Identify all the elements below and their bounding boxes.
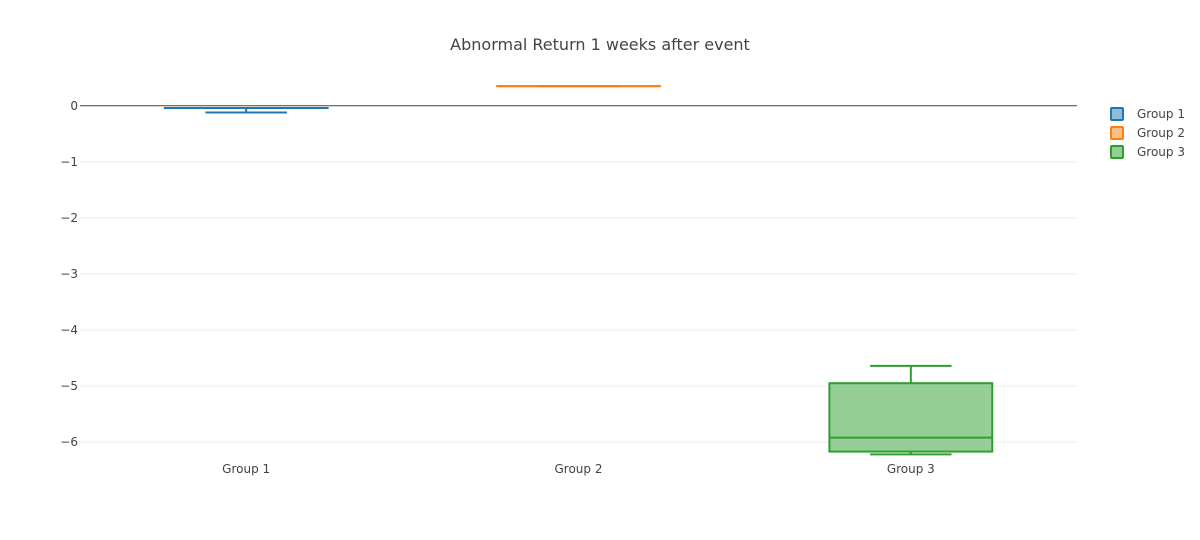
box-body (828, 382, 994, 453)
legend-label: Group 3 (1137, 145, 1185, 159)
legend-item-group-3[interactable]: Group 3 (1110, 145, 1185, 159)
x-tick-label: Group 1 (222, 462, 270, 476)
y-tick-label: −4 (60, 323, 78, 337)
y-tick-label: −6 (60, 435, 78, 449)
legend[interactable]: Group 1 Group 2 Group 3 (1110, 107, 1185, 159)
y-tick-label: 0 (70, 99, 78, 113)
x-axis: Group 1 Group 2 Group 3 (222, 462, 935, 476)
legend-item-group-1[interactable]: Group 1 (1110, 107, 1185, 121)
y-tick-label: −5 (60, 379, 78, 393)
grid-lines (80, 105, 1077, 443)
legend-swatch (1110, 145, 1124, 159)
y-tick-label: −2 (60, 211, 78, 225)
legend-swatch (1110, 107, 1124, 121)
legend-swatch (1110, 126, 1124, 140)
legend-label: Group 2 (1137, 126, 1185, 140)
x-tick-label: Group 2 (555, 462, 603, 476)
box-group-3 (828, 364, 994, 456)
x-tick-label: Group 3 (887, 462, 935, 476)
legend-item-group-2[interactable]: Group 2 (1110, 126, 1185, 140)
box-group-1 (163, 107, 329, 114)
legend-label: Group 1 (1137, 107, 1185, 121)
y-tick-label: −3 (60, 267, 78, 281)
boxes (163, 85, 994, 456)
y-tick-label: −1 (60, 155, 78, 169)
y-axis: 0 −1 −2 −3 −4 −5 −6 (60, 99, 78, 449)
chart-title: Abnormal Return 1 weeks after event (450, 35, 750, 54)
